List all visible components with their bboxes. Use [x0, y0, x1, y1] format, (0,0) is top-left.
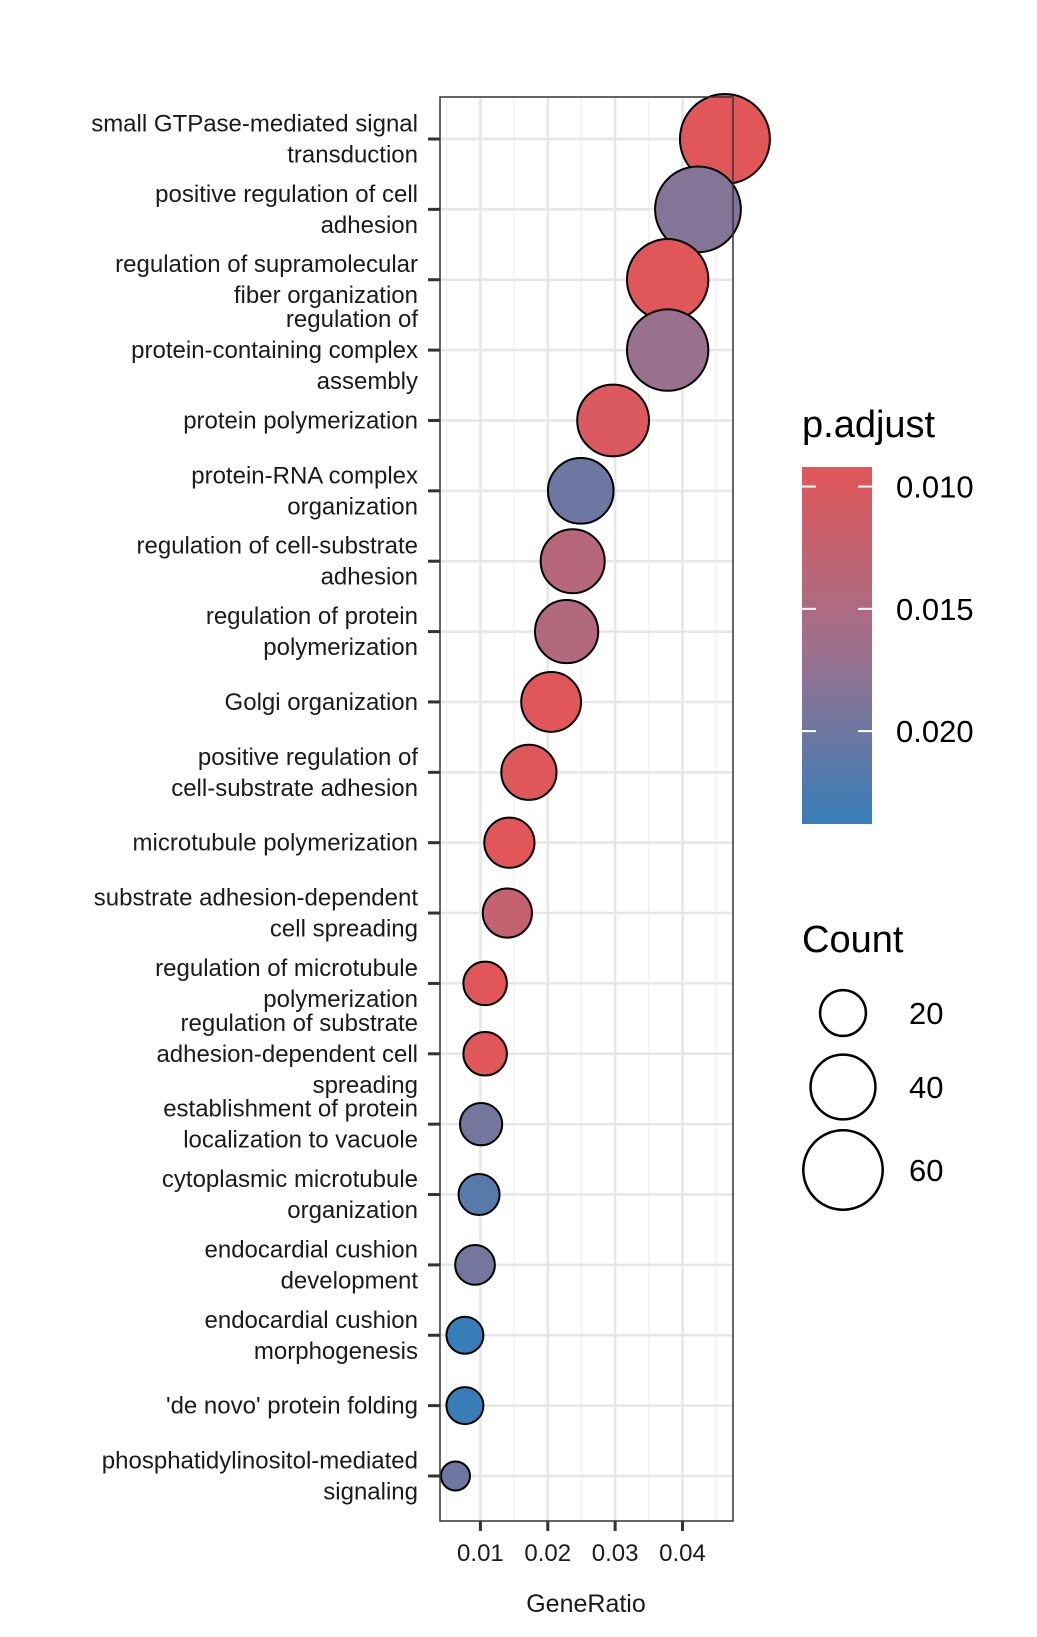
- y-tick-label: substrate adhesion-dependent: [94, 885, 419, 912]
- y-tick-label: endocardial cushion: [205, 1307, 418, 1334]
- data-point: [445, 1386, 485, 1426]
- data-point: [458, 1102, 504, 1147]
- y-tick-label: protein polymerization: [183, 407, 418, 434]
- size-legend-title: Count: [802, 919, 904, 961]
- data-point: [462, 1031, 508, 1077]
- x-tick-label: 0.02: [524, 1540, 571, 1567]
- x-tick-label: 0.03: [592, 1540, 639, 1567]
- y-tick-label: polymerization: [263, 986, 418, 1013]
- data-point: [500, 743, 558, 801]
- y-tick-label: adhesion-dependent cell: [156, 1041, 418, 1068]
- data-point: [534, 598, 600, 665]
- y-tick-label: protein-containing complex: [131, 337, 418, 364]
- y-tick-label: signaling: [323, 1479, 418, 1506]
- y-tick-label: organization: [287, 493, 418, 520]
- x-tick-label: 0.04: [659, 1540, 706, 1567]
- size-legend: Count 20 40 60: [802, 919, 943, 1211]
- y-tick-label: localization to vacuole: [183, 1127, 418, 1154]
- data-point: [576, 383, 650, 458]
- y-tick-label: protein-RNA complex: [191, 462, 418, 489]
- data-point: [454, 1244, 496, 1286]
- y-tick-label: positive regulation of: [198, 744, 418, 771]
- y-tick-label: spreading: [313, 1072, 418, 1099]
- y-axis: small GTPase-mediated signal transduction…: [91, 111, 440, 1506]
- size-legend-label: 40: [909, 1070, 943, 1105]
- x-tick-label: 0.01: [457, 1540, 504, 1567]
- plot-border: [439, 96, 734, 1522]
- color-legend: p.adjust 0.010 0.015 0.020: [802, 404, 974, 824]
- y-tick-label: cytoplasmic microtubule: [162, 1166, 418, 1193]
- y-tick-label: regulation of supramolecular: [115, 251, 418, 278]
- y-tick-label: small GTPase-mediated signal: [91, 111, 418, 138]
- data-point: [439, 1460, 471, 1492]
- size-legend-items: 20 40 60: [802, 988, 943, 1211]
- y-tick-label: cell spreading: [270, 916, 418, 943]
- y-tick-label: transduction: [287, 142, 418, 169]
- data-point: [457, 1173, 501, 1217]
- y-tick-label: endocardial cushion: [205, 1236, 418, 1263]
- y-tick-label: microtubule polymerization: [133, 830, 418, 857]
- color-legend-title: p.adjust: [802, 404, 936, 446]
- y-tick-label: establishment of protein: [163, 1096, 418, 1123]
- y-tick-label: regulation of microtubule: [155, 955, 418, 982]
- y-tick-label: assembly: [317, 368, 418, 395]
- y-tick-label: adhesion: [321, 564, 418, 591]
- y-tick-label: regulation of substrate: [181, 1010, 418, 1037]
- x-axis-title: GeneRatio: [526, 1590, 646, 1618]
- data-point: [546, 457, 615, 525]
- y-tick-label: adhesion: [321, 212, 418, 239]
- size-legend-circle: [818, 988, 868, 1038]
- size-legend-label: 60: [909, 1153, 943, 1188]
- y-tick-label: regulation of protein: [206, 603, 418, 630]
- y-tick-label: regulation of cell-substrate: [137, 533, 418, 560]
- y-tick-label: development: [281, 1267, 419, 1294]
- data-point: [539, 528, 606, 595]
- y-tick-label: cell-substrate adhesion: [171, 775, 418, 802]
- y-tick-label: polymerization: [263, 634, 418, 661]
- colorbar-tick-label: 0.010: [896, 470, 974, 505]
- y-tick-label: regulation of: [286, 306, 418, 333]
- data-point: [445, 1315, 485, 1355]
- grid-lines: [440, 97, 733, 1521]
- color-legend-bar: [802, 467, 872, 824]
- y-tick-label: organization: [287, 1197, 418, 1224]
- x-axis: 0.01 0.02 0.03 0.04: [457, 1521, 706, 1567]
- colorbar-tick-label: 0.015: [896, 592, 974, 627]
- color-legend-ticks: 0.010 0.015 0.020: [802, 470, 974, 749]
- data-point: [462, 960, 508, 1007]
- colorbar-tick-label: 0.020: [896, 714, 974, 749]
- data-point: [483, 816, 536, 869]
- y-tick-label: Golgi organization: [225, 689, 418, 716]
- size-legend-label: 20: [909, 996, 943, 1031]
- y-tick-label: phosphatidylinositol-mediated: [102, 1448, 418, 1475]
- y-tick-label: morphogenesis: [254, 1338, 418, 1365]
- size-legend-circle: [802, 1129, 884, 1211]
- data-point: [625, 308, 710, 392]
- y-tick-label: 'de novo' protein folding: [166, 1393, 418, 1420]
- data-point: [520, 671, 583, 733]
- data-points: [439, 93, 771, 1492]
- data-point: [625, 238, 710, 322]
- size-legend-circle: [809, 1053, 877, 1121]
- data-point: [481, 887, 533, 939]
- y-tick-label: fiber organization: [234, 282, 418, 309]
- y-tick-label: positive regulation of cell: [155, 181, 418, 208]
